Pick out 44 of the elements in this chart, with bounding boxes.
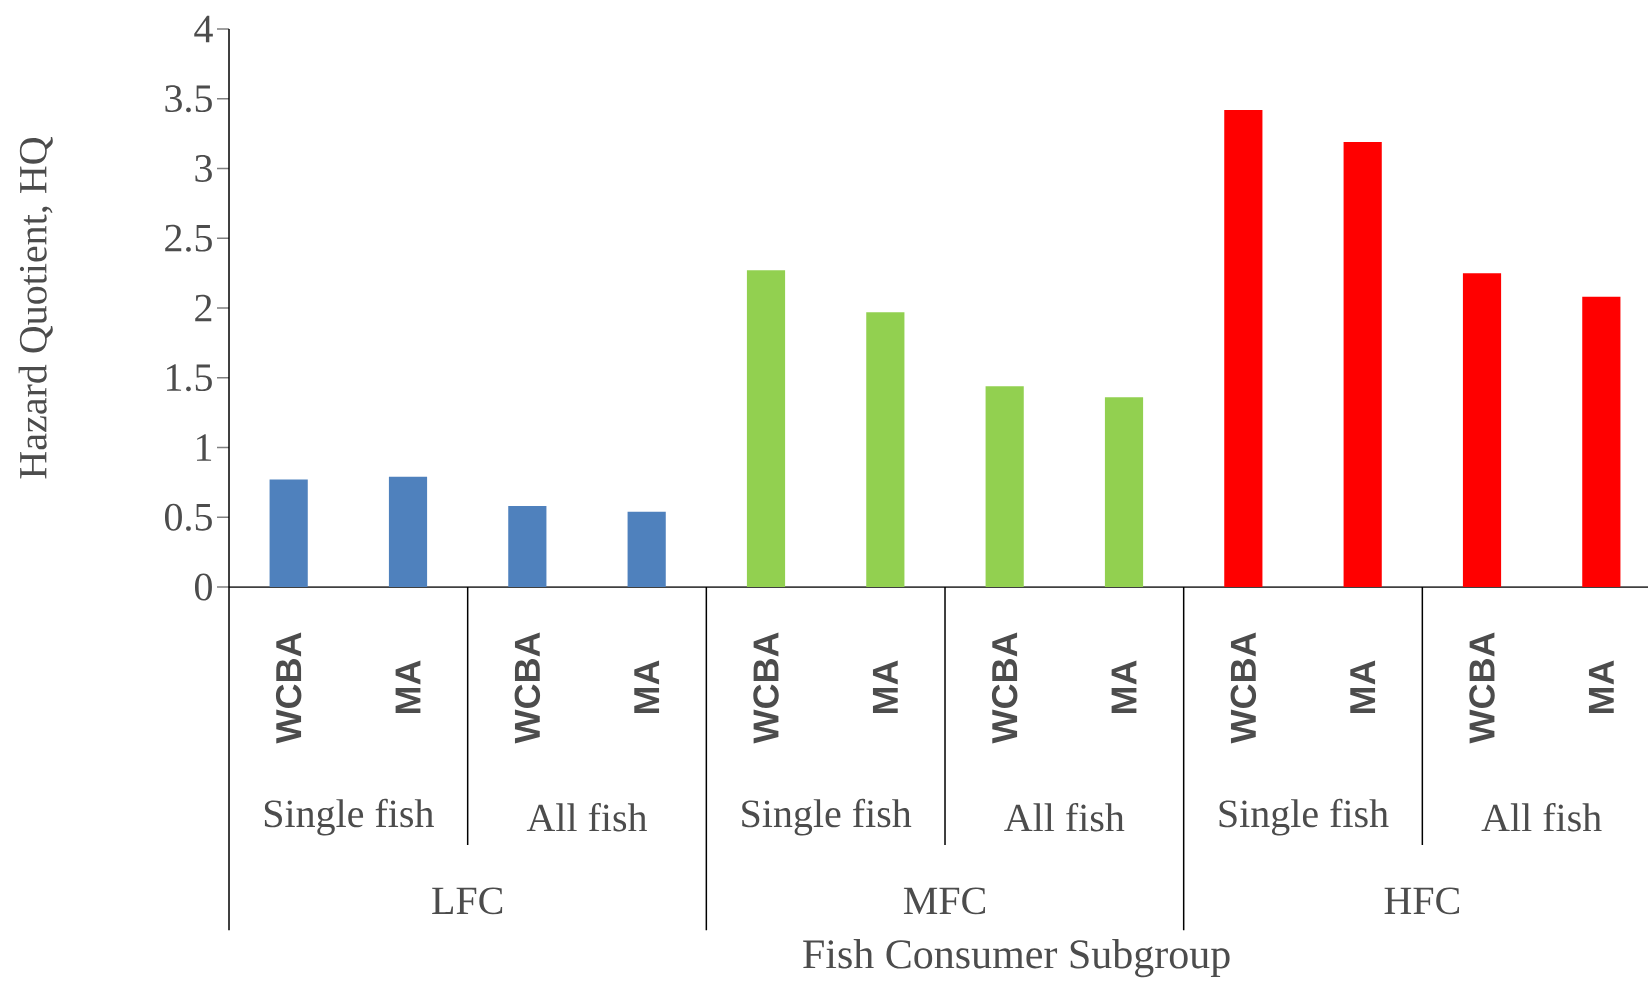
x-tick-label: MA [1111,660,1137,714]
y-tick-label: 2.5 [165,224,212,252]
bar [508,506,547,588]
bar [269,479,308,588]
y-tick-label: 3 [195,155,212,182]
y-tick-label: 4 [194,15,213,43]
text: Single fish [1219,798,1389,836]
bar [746,270,786,588]
y-tick-label: 1 [196,434,212,461]
x-tick-label: WCBA [1469,632,1495,744]
bar [388,476,428,588]
x-tick-label: WCBA [753,632,779,744]
y-tick-label: 3.5 [165,85,212,113]
x-tick-label: WCBA [991,632,1018,744]
text: LFC [432,887,503,915]
text: Single fish [742,798,912,836]
text: All fish [1481,802,1602,832]
x-tick-label: MA [1350,660,1376,714]
x-axis-title: Fish Consumer Subgroup [803,938,1230,978]
x-tick-label: MA [634,660,660,714]
bar [866,312,905,588]
y-axis-title: Hazard Quotient, HQ [18,137,53,479]
x-tick-label: WCBA [514,632,541,744]
text: All fish [526,802,647,832]
x-tick-label: WCBA [1230,632,1257,744]
y-tick-label: 0.5 [164,503,212,531]
bar [1582,296,1621,588]
bar [985,386,1024,588]
bar [1224,109,1263,588]
x-tick-label: MA [1588,660,1614,714]
x-tick-label: MA [872,660,898,714]
text: MFC [903,887,986,915]
x-tick-label: WCBA [275,632,302,744]
text: Single fish [264,798,434,836]
y-tick-label: 2 [195,294,212,322]
bar [1462,273,1502,588]
text: All fish [1004,802,1125,832]
bar [1343,142,1382,588]
bar [1104,397,1144,588]
bar [627,511,666,588]
y-tick-label: 0 [194,573,212,601]
y-tick-label: 1.5 [166,364,212,392]
text: HFC [1384,887,1460,915]
x-tick-label: MA [395,660,421,714]
